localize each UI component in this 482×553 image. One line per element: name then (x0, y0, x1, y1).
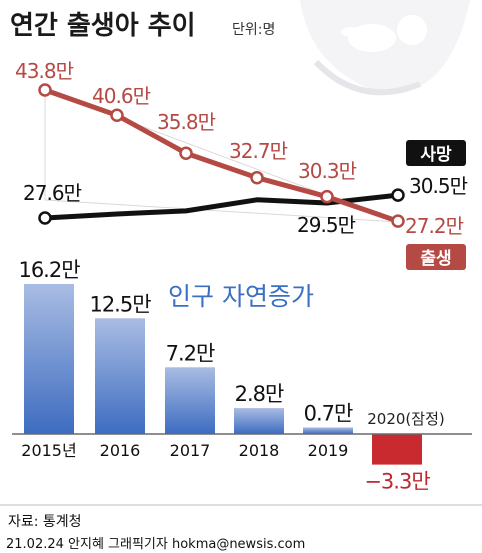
birth-point (250, 170, 264, 185)
bar-2 (95, 318, 145, 434)
birth-value-label: 43.8만 (15, 59, 74, 83)
birth-value-label: 32.7만 (229, 139, 288, 163)
bar-value-label: 0.7만 (304, 402, 353, 426)
birth-line (44, 87, 399, 224)
birth-point (110, 108, 124, 123)
birth-legend: 출생 (406, 244, 466, 270)
x-tick-label: 2019 (308, 441, 349, 460)
baby-illustration (300, 0, 470, 96)
death-value-label: 27.6만 (23, 181, 82, 205)
bar-value-label: 12.5만 (89, 292, 151, 316)
bars-layer: 16.2만 2015년 12.5만 2016 7.2만 2017 2.8만 2018 0.7만 2… (18, 258, 444, 494)
bar-6 (372, 434, 422, 465)
birth-point (179, 146, 193, 160)
birth-legend-label: 출생 (420, 249, 451, 269)
bar-3 (165, 367, 215, 434)
birth-value-label: 35.8만 (157, 110, 216, 134)
death-value-label: 29.5만 (297, 213, 356, 237)
death-legend: 사망 (406, 140, 466, 166)
birth-point (38, 83, 52, 97)
death-value-label: 30.5만 (409, 174, 468, 198)
birth-value-label: 27.2만 (405, 214, 464, 238)
x-tick-label: 2020(잠정) (367, 410, 444, 428)
unit-label: 단위:명 (232, 22, 275, 38)
source-text: 자료: 통계청 (8, 514, 82, 530)
bar-5 (303, 427, 353, 434)
bar-value-label: −3.3만 (364, 470, 430, 494)
x-tick-label: 2015년 (21, 441, 76, 460)
chart-title: 연간 출생아 추이 (10, 11, 196, 41)
birth-point (320, 189, 334, 204)
x-tick-label: 2017 (170, 441, 211, 460)
death-point (391, 188, 405, 202)
x-tick-label: 2018 (239, 441, 280, 460)
credit-text: 21.02.24 안지혜 그래픽기자 hokma@newsis.com (6, 537, 305, 552)
bar-value-label: 2.8만 (235, 382, 284, 406)
bar-1 (24, 284, 74, 434)
bar-4 (234, 408, 284, 434)
birth-point (391, 214, 405, 228)
death-point (38, 211, 52, 225)
bar-value-label: 16.2만 (18, 258, 80, 282)
bar-value-label: 7.2만 (166, 341, 215, 365)
death-legend-label: 사망 (420, 145, 452, 165)
x-tick-label: 2016 (100, 441, 141, 460)
birth-value-label: 30.3만 (298, 159, 357, 183)
natural-increase-title: 인구 자연증가 (168, 282, 314, 311)
birth-value-label: 40.6만 (92, 84, 151, 108)
